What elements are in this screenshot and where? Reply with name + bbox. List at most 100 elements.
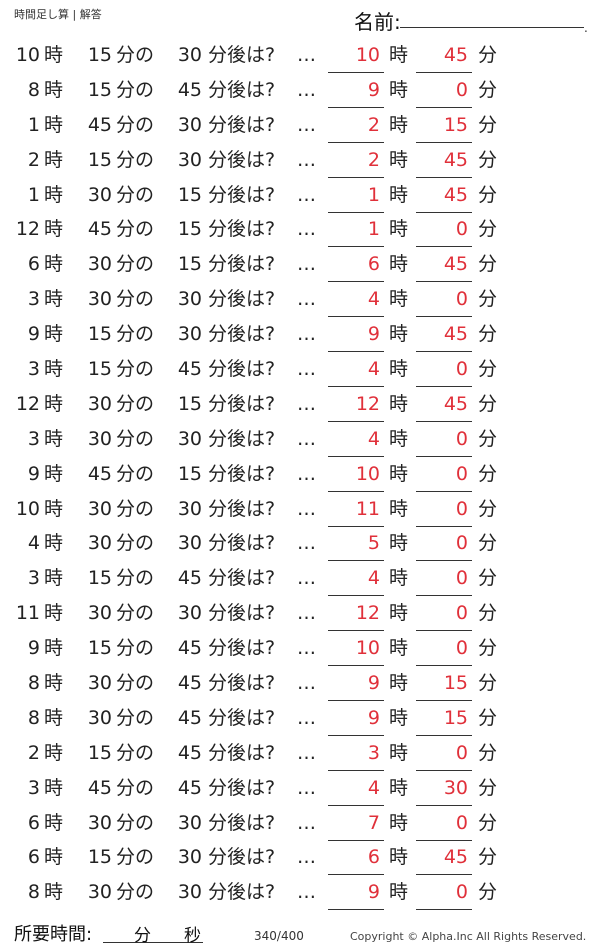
answer-minute[interactable]: 45: [416, 323, 472, 353]
answer-minute-unit: 分: [478, 741, 498, 764]
name-end-dot: .: [584, 21, 588, 35]
ellipsis: …: [297, 44, 316, 66]
after-question-text: 分後は?: [208, 532, 276, 555]
answer-minute[interactable]: 45: [416, 846, 472, 876]
ellipsis: …: [297, 218, 316, 241]
time-taken-line[interactable]: [103, 942, 203, 943]
answer-minute[interactable]: 15: [416, 114, 472, 143]
answer-minute[interactable]: 45: [416, 44, 472, 73]
answer-hour[interactable]: 12: [328, 602, 384, 632]
hour-unit: 時: [44, 392, 64, 415]
problem-row: 12 時 30 分の 15 分後は?… 12 時 45 分: [0, 388, 600, 423]
answer-minute[interactable]: 15: [416, 672, 472, 702]
answer-minute[interactable]: 45: [416, 393, 472, 422]
answer-hour[interactable]: 4: [328, 428, 384, 457]
answer-hour[interactable]: 7: [328, 812, 384, 841]
name-field-line[interactable]: [400, 27, 584, 28]
hour-unit: 時: [44, 846, 64, 869]
problem-list: 10 時 15 分の 30 分後は?… 10 時 45 分 8 時 15 分の 45 分後は?… 9 時 0 分 1 時 4…: [0, 39, 600, 911]
start-minute: 30: [87, 881, 112, 904]
answer-hour[interactable]: 10: [328, 637, 384, 667]
answer-minute[interactable]: 0: [416, 881, 472, 911]
answer-hour[interactable]: 1: [328, 218, 384, 248]
answer-hour-unit: 時: [389, 427, 409, 450]
answer-hour[interactable]: 9: [328, 707, 384, 736]
answer-minute[interactable]: 0: [416, 532, 472, 562]
answer-hour[interactable]: 2: [328, 149, 384, 178]
answer-minute[interactable]: 45: [416, 184, 472, 213]
answer-hour[interactable]: 4: [328, 777, 384, 806]
answer-minute[interactable]: 0: [416, 288, 472, 318]
answer-hour-unit: 時: [389, 776, 409, 799]
answer-hour[interactable]: 9: [328, 881, 384, 911]
answer-hour[interactable]: 4: [328, 288, 384, 318]
answer-hour[interactable]: 4: [328, 358, 384, 388]
answer-minute[interactable]: 0: [416, 358, 472, 388]
answer-minute[interactable]: 30: [416, 777, 472, 806]
start-hour: 3: [27, 358, 40, 381]
answer-minute[interactable]: 0: [416, 463, 472, 492]
start-hour: 3: [27, 288, 40, 311]
answer-minute[interactable]: 15: [416, 707, 472, 736]
answer-hour[interactable]: 9: [328, 323, 384, 353]
start-hour: 8: [27, 706, 40, 729]
start-minute: 30: [87, 253, 112, 276]
answer-hour-unit: 時: [389, 288, 409, 311]
answer-minute[interactable]: 0: [416, 637, 472, 667]
minute-of-text: 分の: [116, 532, 155, 555]
answer-minute-unit: 分: [478, 218, 498, 241]
answer-minute[interactable]: 45: [416, 149, 472, 178]
answer-minute[interactable]: 0: [416, 498, 472, 527]
added-minutes: 45: [177, 78, 202, 101]
answer-hour-unit: 時: [389, 44, 409, 66]
answer-hour[interactable]: 10: [328, 44, 384, 73]
minute-of-text: 分の: [116, 672, 155, 695]
start-minute: 15: [87, 44, 112, 66]
added-minutes: 30: [177, 113, 202, 136]
start-minute: 15: [87, 358, 112, 381]
ellipsis: …: [297, 462, 316, 485]
hour-unit: 時: [44, 183, 64, 206]
answer-minute-unit: 分: [478, 706, 498, 729]
answer-hour[interactable]: 9: [328, 79, 384, 108]
answer-minute[interactable]: 0: [416, 79, 472, 108]
answer-hour[interactable]: 6: [328, 253, 384, 283]
start-minute: 30: [87, 497, 112, 520]
start-hour: 3: [27, 567, 40, 590]
answer-hour-unit: 時: [389, 323, 409, 346]
answer-minute-unit: 分: [478, 78, 498, 101]
answer-hour[interactable]: 9: [328, 672, 384, 702]
start-minute: 30: [87, 706, 112, 729]
answer-hour[interactable]: 12: [328, 393, 384, 422]
answer-minute[interactable]: 0: [416, 742, 472, 771]
answer-hour[interactable]: 6: [328, 846, 384, 876]
answer-hour[interactable]: 3: [328, 742, 384, 771]
answer-hour[interactable]: 2: [328, 114, 384, 143]
problem-row: 8 時 30 分の 30 分後は?… 9 時 0 分: [0, 876, 600, 911]
answer-minute[interactable]: 0: [416, 602, 472, 632]
answer-minute[interactable]: 0: [416, 567, 472, 597]
added-minutes: 45: [177, 776, 202, 799]
minute-of-text: 分の: [116, 602, 155, 625]
minute-of-text: 分の: [116, 776, 155, 799]
answer-minute[interactable]: 0: [416, 812, 472, 841]
answer-minute[interactable]: 45: [416, 253, 472, 283]
after-question-text: 分後は?: [208, 846, 276, 869]
added-minutes: 45: [177, 706, 202, 729]
answer-minute-unit: 分: [478, 358, 498, 381]
start-hour: 3: [27, 427, 40, 450]
answer-hour[interactable]: 10: [328, 463, 384, 492]
hour-unit: 時: [44, 462, 64, 485]
added-minutes: 30: [177, 602, 202, 625]
hour-unit: 時: [44, 602, 64, 625]
problem-row: 1 時 45 分の 30 分後は?… 2 時 15 分: [0, 109, 600, 144]
hour-unit: 時: [44, 706, 64, 729]
answer-hour[interactable]: 11: [328, 498, 384, 527]
answer-minute[interactable]: 0: [416, 428, 472, 457]
answer-minute[interactable]: 0: [416, 218, 472, 248]
answer-hour[interactable]: 5: [328, 532, 384, 562]
answer-hour[interactable]: 4: [328, 567, 384, 597]
answer-hour[interactable]: 1: [328, 184, 384, 213]
minute-of-text: 分の: [116, 358, 155, 381]
added-minutes: 15: [177, 183, 202, 206]
